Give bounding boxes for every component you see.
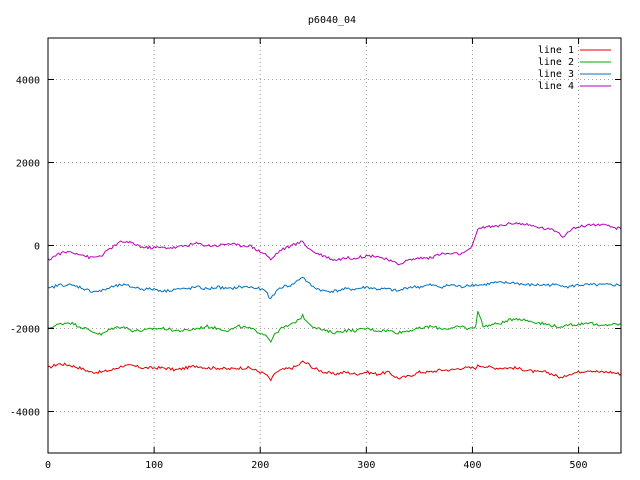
legend-label-4: line 4: [538, 81, 574, 92]
series-line-4: [47, 221, 622, 266]
legend-label-2: line 2: [538, 57, 574, 68]
y-tick-label: -2000: [10, 325, 40, 336]
x-tick-label: 0: [45, 460, 51, 471]
chart-title: p6040_04: [308, 15, 356, 26]
x-tick-label: 300: [357, 460, 375, 471]
x-tick-label: 500: [570, 460, 588, 471]
series-line-2: [47, 311, 622, 344]
x-tick-label: 100: [145, 460, 163, 471]
y-tick-label: 2000: [16, 159, 40, 170]
x-tick-label: 400: [463, 460, 481, 471]
legend-label-1: line 1: [538, 45, 574, 56]
tick-labels: 0 100 200 300 400 500 -4000 -2000 0 2000 4000: [10, 38, 621, 471]
y-tick-label: -4000: [10, 408, 40, 419]
series-line-3: [47, 276, 622, 299]
legend-label-3: line 3: [538, 69, 574, 80]
series-layer: [47, 221, 622, 382]
y-tick-label: 4000: [16, 76, 40, 87]
series-line-1: [47, 360, 622, 382]
grid: [48, 38, 621, 453]
y-tick-label: 0: [34, 242, 40, 253]
plot-frame: [47, 37, 622, 454]
x-tick-label: 200: [251, 460, 269, 471]
